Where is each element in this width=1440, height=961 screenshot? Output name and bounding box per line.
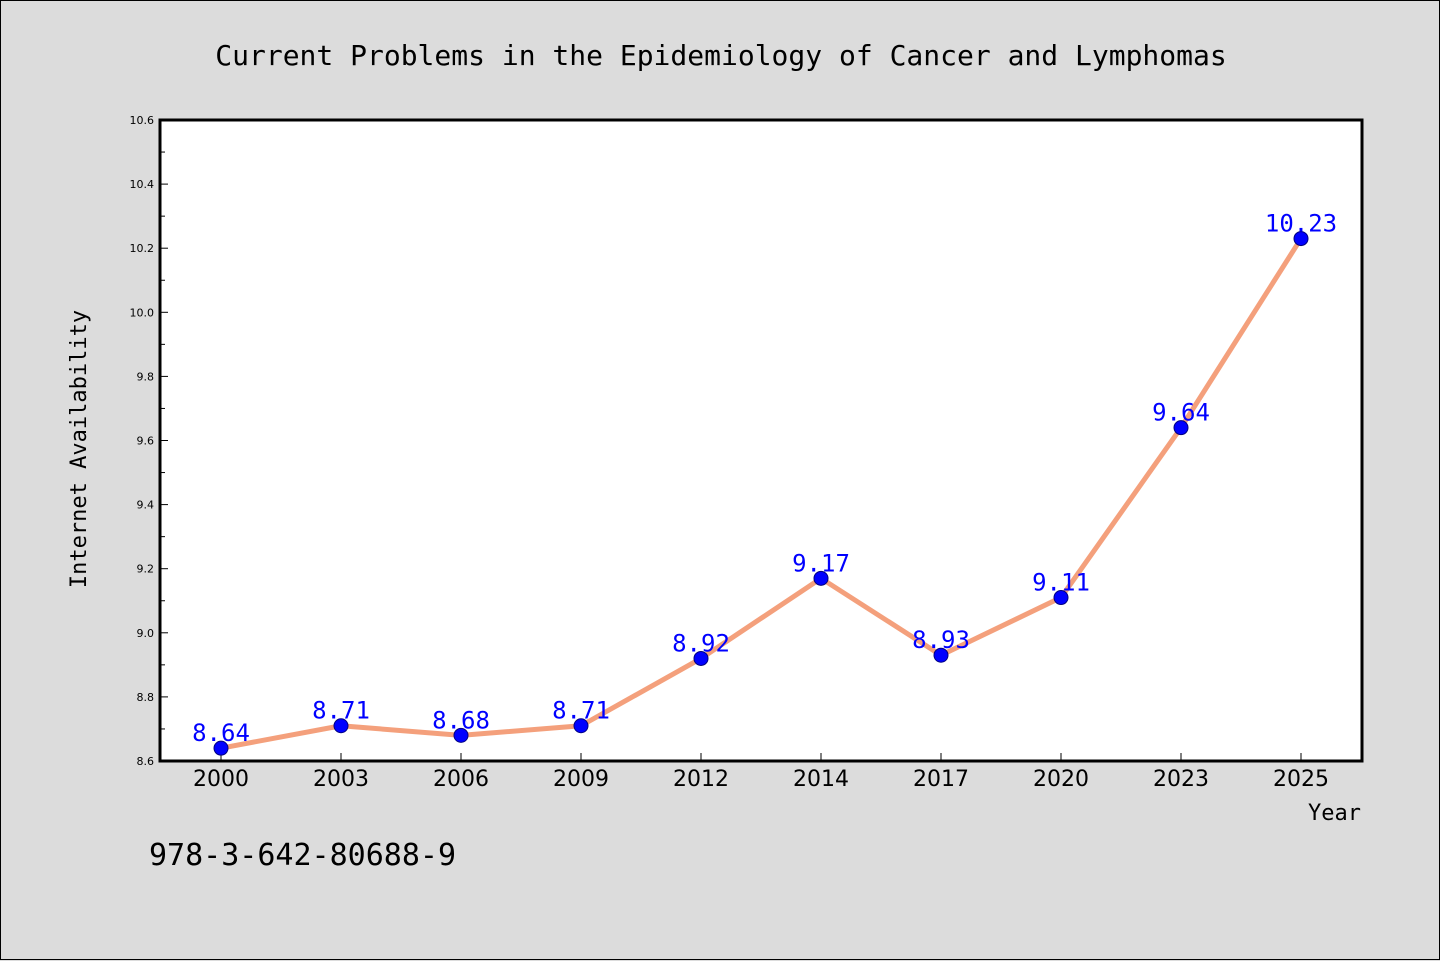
y-axis-label: Internet Availability (67, 310, 92, 588)
data-label: 8.64 (192, 719, 250, 747)
x-tick-label: 2023 (1153, 767, 1209, 792)
data-label: 10.23 (1265, 210, 1337, 238)
data-point (213, 740, 229, 756)
x-tick-label: 2012 (673, 767, 729, 792)
data-point (1053, 590, 1069, 606)
data-point (813, 570, 829, 586)
markers-group (213, 231, 1309, 756)
data-label: 9.17 (792, 549, 850, 577)
data-point (453, 727, 469, 743)
plot-area (158, 118, 1364, 763)
y-axis: 8.6 8.8 9.0 9.2 9.4 9.6 9.8 10.0 10.2 10.4 10.6 (130, 114, 168, 768)
data-label: 9.64 (1152, 399, 1210, 427)
chart-title: Current Problems in the Epidemiology of … (215, 39, 1226, 72)
x-tick-label: 2017 (913, 767, 969, 792)
data-labels-group: 8.64 8.71 8.68 8.71 8.92 9.17 8.93 9.11 9.64 10.2… (192, 210, 1337, 748)
x-axis-label: Year (1308, 801, 1361, 826)
y-tick-label: 9.2 (137, 563, 155, 576)
y-tick-label: 9.8 (137, 370, 155, 383)
x-tick-label: 2009 (553, 767, 609, 792)
data-point (933, 647, 949, 663)
y-tick-label: 9.4 (137, 499, 155, 512)
data-label: 8.93 (912, 626, 970, 654)
y-tick-label: 9.0 (137, 627, 155, 640)
data-point (693, 650, 709, 666)
x-tick-label: 2003 (313, 767, 369, 792)
x-tick-label: 2025 (1273, 767, 1329, 792)
series-line (218, 236, 1304, 751)
x-tick-label: 2014 (793, 767, 849, 792)
y-tick-label: 8.6 (137, 755, 155, 768)
data-point (333, 718, 349, 734)
y-tick-label: 10.6 (130, 114, 155, 127)
data-point (1293, 231, 1309, 247)
x-tick-label: 2020 (1033, 767, 1089, 792)
x-tick-label: 2000 (193, 767, 249, 792)
y-tick-label: 8.8 (137, 691, 155, 704)
x-axis: 2000 2003 2006 2009 2012 2014 2017 2020 2023 2025 (193, 753, 1329, 792)
data-label: 8.71 (552, 697, 610, 725)
data-point (1173, 420, 1189, 436)
data-label: 8.68 (432, 706, 490, 734)
y-tick-label: 9.6 (137, 435, 155, 448)
series-line-group (218, 236, 1304, 751)
y-tick-label: 10.0 (130, 306, 155, 319)
data-point (573, 718, 589, 734)
y-tick-label: 10.4 (130, 178, 155, 191)
x-tick-label: 2006 (433, 767, 489, 792)
data-label: 8.71 (312, 697, 370, 725)
isbn-text: 978-3-642-80688-9 (149, 838, 456, 873)
y-tick-label: 10.2 (130, 242, 155, 255)
data-label: 8.92 (672, 629, 730, 657)
data-label: 9.11 (1032, 569, 1090, 597)
